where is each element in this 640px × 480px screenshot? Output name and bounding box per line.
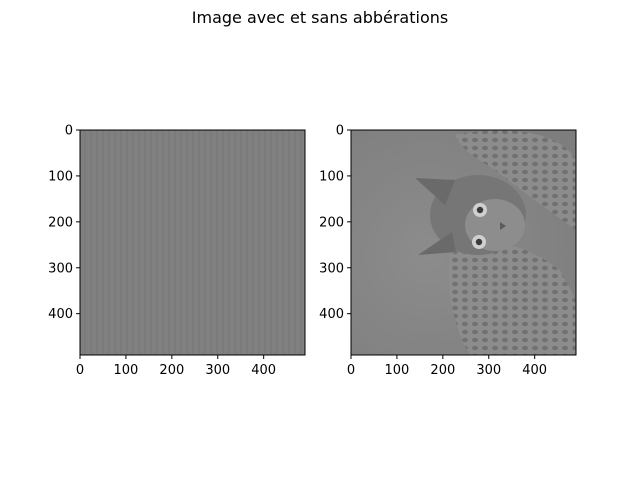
right-axis-ticks: 0 100 200 300 400 0 100 200 300 400 bbox=[319, 124, 547, 379]
left-axis-ticks: 0 100 200 300 400 0 100 200 300 400 bbox=[48, 124, 276, 379]
y-tick-label: 100 bbox=[48, 169, 73, 184]
x-tick-label: 300 bbox=[205, 363, 230, 378]
y-tick-label: 100 bbox=[319, 169, 344, 184]
x-tick-label: 200 bbox=[159, 363, 184, 378]
kitten-image bbox=[351, 130, 576, 355]
left-image-panel: 0 100 200 300 400 0 100 200 300 400 bbox=[48, 124, 306, 379]
y-tick-label: 400 bbox=[319, 307, 344, 322]
aberrated-image bbox=[80, 130, 305, 355]
x-tick-label: 300 bbox=[476, 363, 501, 378]
y-tick-label: 200 bbox=[48, 215, 73, 230]
x-tick-label: 100 bbox=[385, 363, 410, 378]
x-tick-label: 0 bbox=[347, 363, 355, 378]
x-tick-label: 400 bbox=[251, 363, 276, 378]
x-tick-label: 100 bbox=[114, 363, 139, 378]
y-tick-label: 400 bbox=[48, 307, 73, 322]
x-tick-label: 200 bbox=[430, 363, 455, 378]
y-tick-label: 200 bbox=[319, 215, 344, 230]
figure-title: Image avec et sans abbérations bbox=[192, 8, 448, 27]
y-tick-label: 300 bbox=[319, 261, 344, 276]
x-tick-label: 0 bbox=[76, 363, 84, 378]
y-tick-label: 0 bbox=[65, 124, 73, 139]
y-tick-label: 0 bbox=[336, 124, 344, 139]
y-tick-label: 300 bbox=[48, 261, 73, 276]
left-axes-frame bbox=[79, 129, 306, 356]
x-tick-label: 400 bbox=[522, 363, 547, 378]
right-image-panel: 0 100 200 300 400 0 100 200 300 400 bbox=[319, 124, 577, 379]
right-axes-frame bbox=[350, 129, 577, 356]
